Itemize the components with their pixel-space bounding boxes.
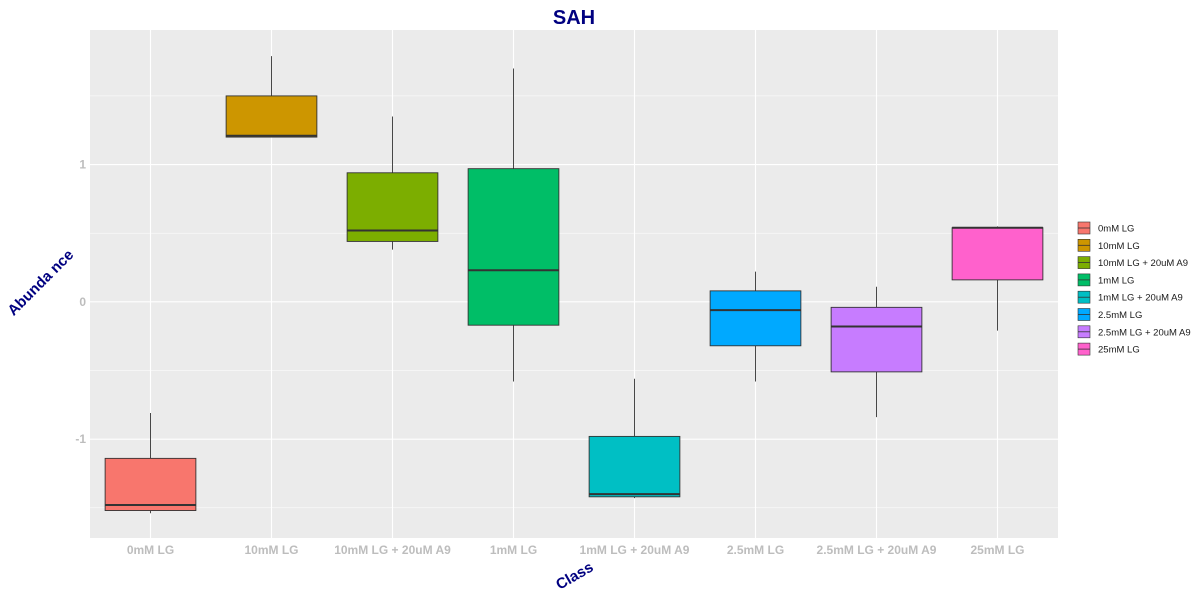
x-tick-label: 10mM LG + 20uM A9 [334,543,451,557]
box-iqr [467,168,560,326]
y-tick-label: -1 [75,432,86,446]
legend-item: 0mM LG [1077,221,1134,235]
legend-item: 25mM LG [1077,342,1140,356]
box-group [709,271,802,382]
legend-label: 2.5mM LG + 20uM A9 [1098,327,1191,338]
x-tick-label: 1mM LG [490,543,537,557]
box-series [104,56,1044,514]
legend-label: 10mM LG [1098,241,1140,252]
legend-label: 10mM LG + 20uM A9 [1098,258,1188,269]
legend-label: 1mM LG [1098,275,1134,286]
legend-label: 0mM LG [1098,224,1134,235]
legend-item: 10mM LG [1077,239,1140,252]
x-axis-title: Class [553,559,596,594]
box-iqr [104,457,197,511]
box-group [104,413,197,514]
legend-label: 1mM LG + 20uM A9 [1098,293,1183,304]
box-group [951,226,1044,331]
x-tick-label: 1mM LG + 20uM A9 [580,543,690,557]
x-tick-label: 2.5mM LG [727,543,784,557]
box-group [346,116,439,250]
y-tick-label: 0 [79,295,86,309]
legend-item: 10mM LG + 20uM A9 [1077,256,1188,269]
box-group [588,378,681,499]
x-tick-label: 25mM LG [970,543,1024,557]
legend: 0mM LG 10mM LG 10mM LG + 20uM A9 1mM LG 1mM … [1077,221,1191,356]
x-tick-label: 10mM LG [244,543,298,557]
box-group [225,56,318,138]
box-group [830,286,923,418]
box-group [467,68,560,382]
y-axis-title: Abunda nce [4,246,77,319]
box-iqr [951,227,1044,281]
x-tick-label: 2.5mM LG + 20uM A9 [817,543,937,557]
box-iqr [225,95,318,138]
legend-label: 2.5mM LG [1098,310,1142,321]
box-iqr [588,435,681,498]
box-iqr [830,306,923,373]
chart-title: SAH [553,7,595,29]
y-tick-labels: -1 0 1 [75,158,86,447]
legend-item: 2.5mM LG + 20uM A9 [1077,325,1191,338]
legend-item: 1mM LG [1077,273,1134,286]
legend-item: 2.5mM LG [1077,308,1142,321]
y-tick-label: 1 [79,158,86,172]
legend-label: 25mM LG [1098,345,1140,356]
x-tick-labels: 0mM LG 10mM LG 10mM LG + 20uM A9 1mM LG 1mM … [127,543,1025,557]
legend-item: 1mM LG + 20uM A9 [1077,290,1183,304]
box-iqr [709,290,802,347]
x-tick-label: 0mM LG [127,543,174,557]
